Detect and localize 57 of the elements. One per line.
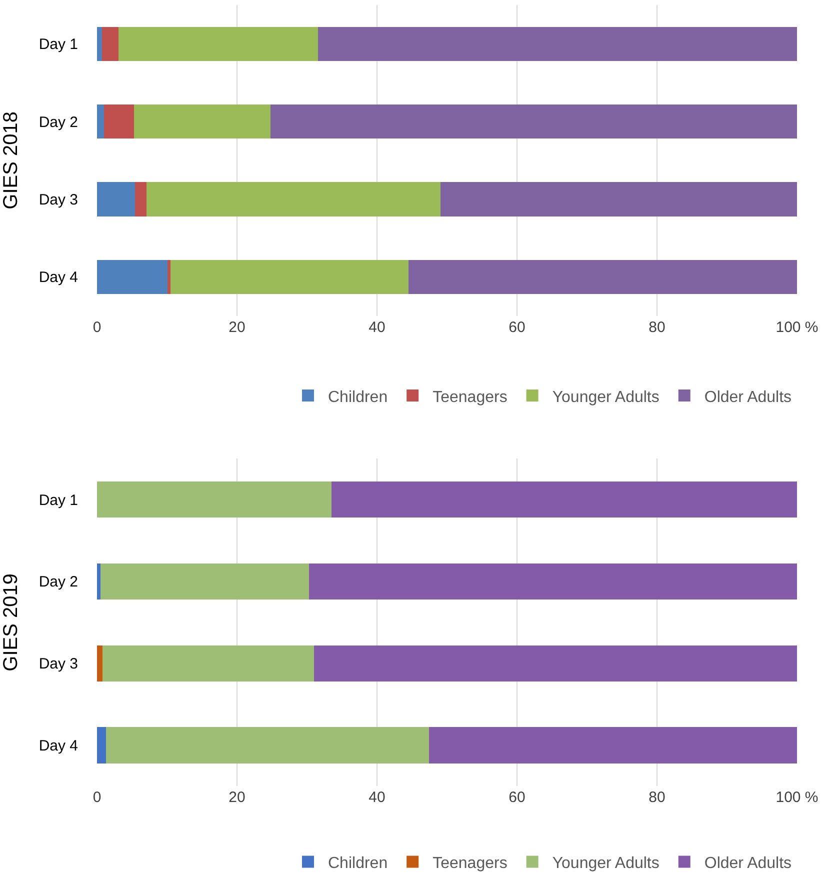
x-tick-label: 80 [648, 789, 666, 806]
legend-label: Younger Adults [552, 854, 660, 872]
bar [97, 182, 135, 216]
bar [428, 727, 797, 764]
bar [97, 482, 332, 518]
bar [134, 182, 147, 216]
x-tick-label: 80 [648, 318, 666, 336]
x-tick-label: 60 [508, 318, 526, 336]
x-tick-label: 20 [228, 789, 246, 806]
legend-label: Teenagers [432, 388, 508, 406]
bar [102, 645, 314, 682]
bar [106, 727, 429, 764]
y-tick-label: Day 2 [38, 114, 78, 131]
x-tick-label: 0 [92, 789, 102, 806]
legend-label: Older Adults [704, 388, 792, 406]
y-tick-label: Day 1 [38, 36, 78, 54]
x-tick-label: 100 % [776, 318, 818, 336]
bar [270, 104, 797, 139]
y-axis-title: GIES 2019 [0, 573, 22, 672]
y-tick-label: Day 4 [38, 269, 78, 286]
bar [102, 26, 119, 61]
bar [97, 104, 104, 139]
bar [170, 260, 408, 294]
y-tick-label: Day 3 [38, 192, 78, 208]
bar [146, 182, 441, 216]
bar [134, 104, 271, 139]
legend-label: Children [328, 388, 388, 406]
bar [318, 26, 797, 61]
bar [100, 563, 310, 600]
bar [314, 645, 797, 682]
legend-label: Children [328, 854, 388, 872]
x-tick-label: 40 [368, 318, 386, 336]
legend-label: Older Adults [704, 854, 792, 872]
bar [97, 260, 168, 294]
y-tick-label: Day 3 [38, 656, 78, 673]
y-tick-label: Day 1 [38, 492, 78, 509]
bar [440, 182, 797, 216]
bar [408, 260, 797, 294]
x-tick-label: 40 [368, 789, 386, 806]
y-tick-label: Day 4 [38, 738, 78, 754]
legend-label: Teenagers [432, 854, 508, 872]
bar [309, 563, 797, 600]
bar [104, 104, 134, 139]
bar [97, 727, 106, 764]
legend-label: Younger Adults [552, 388, 660, 406]
bar [118, 26, 318, 61]
y-tick-label: Day 2 [38, 574, 78, 591]
bar [332, 482, 797, 518]
bar [168, 260, 170, 294]
bar [97, 26, 102, 61]
bar [97, 563, 100, 600]
bar [97, 645, 103, 682]
x-tick-label: 100 % [776, 789, 818, 806]
x-tick-label: 20 [228, 318, 246, 336]
x-tick-label: 0 [92, 318, 102, 336]
y-axis-title: GIES 2018 [0, 111, 22, 210]
x-tick-label: 60 [508, 789, 526, 806]
